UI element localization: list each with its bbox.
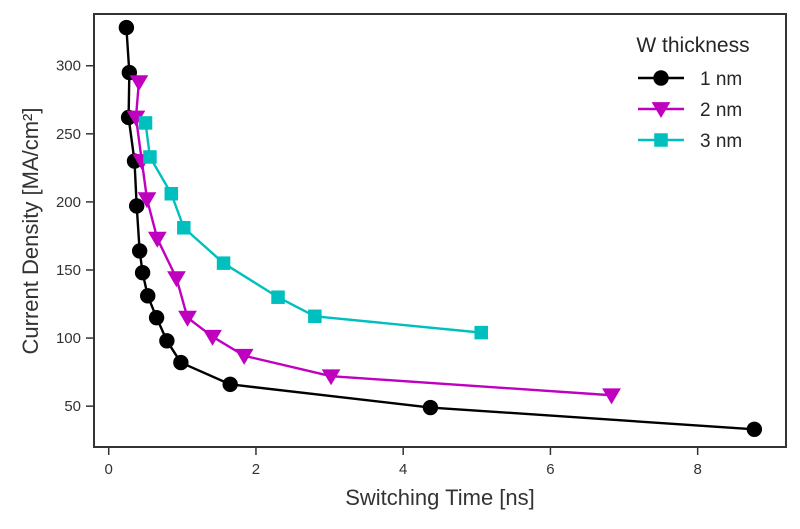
data-point (118, 19, 135, 36)
data-point (746, 421, 763, 437)
x-tick-label: 2 (252, 461, 260, 478)
data-point (474, 325, 488, 340)
data-point (143, 150, 157, 164)
legend-entry: 3 nm (638, 131, 742, 152)
data-point (129, 75, 149, 92)
data-point (308, 309, 322, 324)
data-point (134, 265, 151, 281)
data-point (178, 310, 197, 327)
legend: W thickness 1 nm 2 nm 3 nm (636, 34, 749, 152)
x-tick-label: 8 (693, 461, 701, 478)
x-tick-label: 0 (105, 461, 113, 478)
data-point (234, 348, 254, 365)
data-point (148, 309, 165, 326)
y-tick-label: 150 (56, 262, 81, 279)
y-tick-label: 100 (56, 330, 81, 347)
data-point (164, 186, 179, 201)
y-axis-label: Current Density [MA/cm²] (18, 108, 43, 355)
x-axis: 0 2 4 6 8 (105, 448, 702, 478)
data-point (222, 376, 238, 393)
x-tick-label: 4 (399, 461, 407, 478)
legend-marker (653, 70, 669, 86)
legend-entry: 2 nm (638, 100, 742, 121)
data-point (271, 290, 285, 304)
data-point (203, 329, 222, 346)
data-point (128, 198, 145, 214)
data-point (131, 243, 148, 259)
data-point (177, 221, 191, 235)
legend-entry: 1 nm (638, 69, 742, 90)
legend-label: 3 nm (700, 131, 742, 152)
y-tick-label: 200 (56, 194, 81, 211)
legend-label: 2 nm (700, 100, 742, 121)
data-point (422, 399, 439, 416)
series-1-nm (118, 19, 763, 437)
data-point (167, 271, 186, 288)
y-axis: 50 100 150 200 250 300 (56, 58, 93, 415)
y-tick-label: 50 (64, 398, 81, 415)
legend-label: 1 nm (700, 69, 742, 90)
data-point (137, 192, 157, 209)
legend-marker (654, 133, 668, 147)
data-point (147, 231, 167, 248)
series-3-nm (138, 116, 488, 340)
data-point (321, 369, 341, 386)
data-point (173, 354, 189, 371)
series-layer (118, 19, 763, 437)
y-tick-label: 300 (56, 58, 81, 75)
data-point (138, 116, 153, 130)
x-tick-label: 6 (546, 461, 554, 478)
data-point (140, 288, 156, 304)
legend-title: W thickness (636, 34, 749, 57)
data-point (216, 256, 231, 270)
data-point (602, 388, 621, 405)
legend-marker (651, 102, 671, 119)
x-axis-label: Switching Time [ns] (345, 485, 535, 510)
data-point (159, 333, 175, 349)
y-tick-label: 250 (56, 126, 81, 143)
